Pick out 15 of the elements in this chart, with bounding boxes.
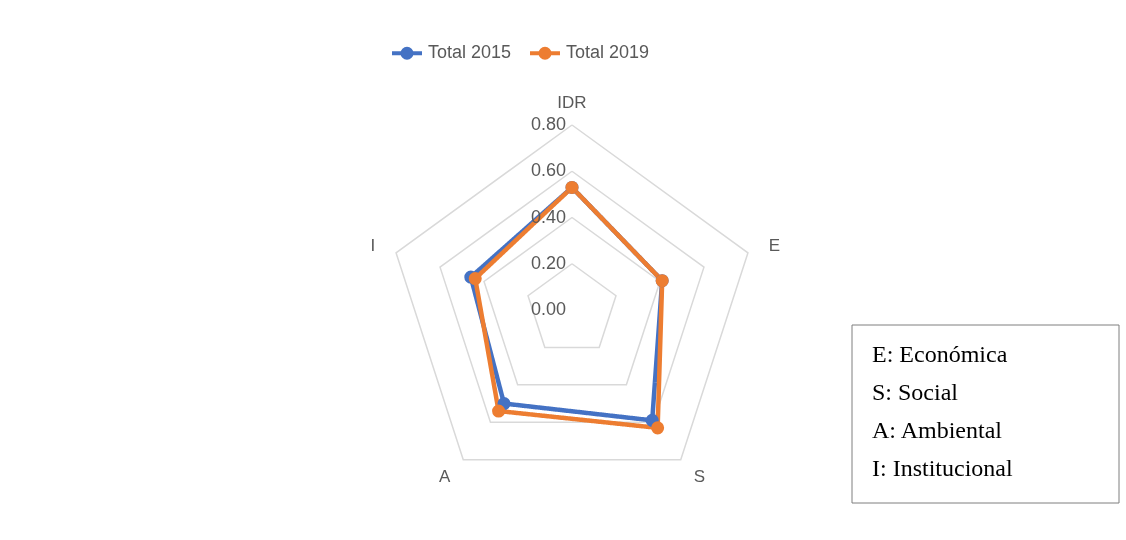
text: A: Ambiental <box>872 417 1003 443</box>
spoke-label: A <box>438 467 451 487</box>
text: I: Institucional <box>872 455 1013 481</box>
y-tick-label: 0.60 <box>530 160 566 181</box>
spoke-label: S <box>693 467 706 487</box>
legend-label: Total 2015 <box>428 42 512 63</box>
y-tick-label: 0.00 <box>530 299 566 319</box>
spoke-label: I <box>370 236 376 256</box>
y-tick-label: 0.20 <box>530 252 566 273</box>
spoke-label: IDR <box>557 93 587 112</box>
y-tick-label: 0.80 <box>530 114 566 134</box>
spoke-label: E <box>768 236 781 256</box>
legend-label: Total 2019 <box>566 42 650 63</box>
text: S: Social <box>872 379 959 405</box>
text: E: Económica <box>872 341 1008 367</box>
